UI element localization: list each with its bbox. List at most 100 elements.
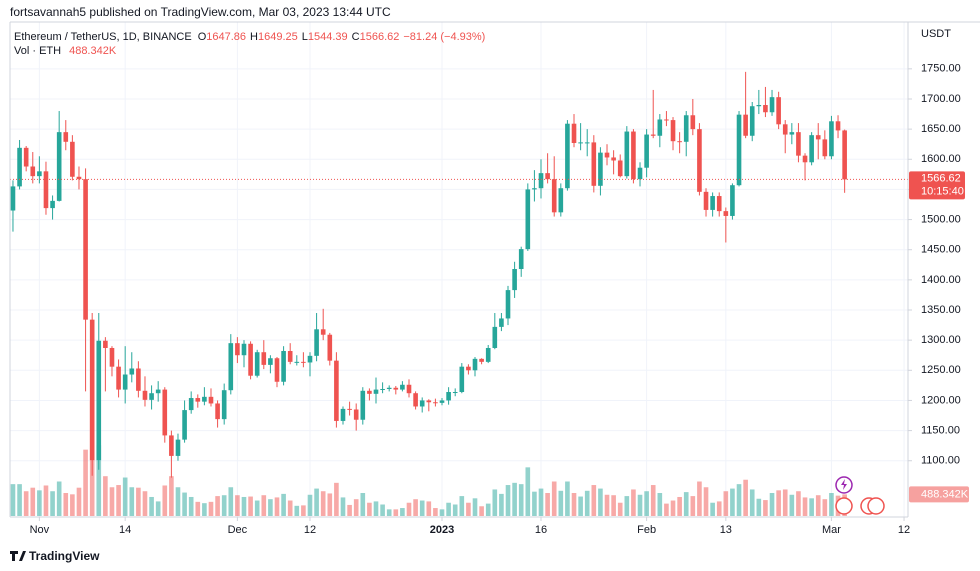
axis-currency: USDT: [921, 28, 951, 40]
volume-bar: [525, 467, 531, 516]
volume-bar: [624, 496, 630, 516]
volume-bar: [307, 494, 313, 516]
volume-bar: [499, 493, 504, 516]
volume-bar: [360, 493, 366, 516]
volume-bar: [670, 500, 676, 516]
last-price-box: [909, 171, 965, 200]
volume-bar: [664, 503, 669, 516]
candle-body: [637, 167, 643, 180]
volume-bar: [129, 487, 135, 516]
volume-bar: [188, 496, 194, 516]
volume-bar: [565, 481, 570, 516]
volume-bar: [822, 499, 828, 516]
candle-body: [10, 186, 16, 211]
y-tick-label: 1750.00: [921, 63, 961, 75]
volume-bar: [796, 491, 801, 516]
legend-close: 1566.62: [360, 31, 400, 43]
candle-body: [584, 142, 590, 144]
y-tick-label: 1100.00: [921, 455, 960, 467]
candle-body: [670, 120, 676, 142]
candle-body: [30, 166, 36, 177]
candle-body: [360, 390, 366, 420]
volume-bar: [294, 505, 300, 516]
candle-body: [710, 196, 715, 210]
volume-bar: [261, 495, 267, 516]
y-tick-label: 1350.00: [921, 304, 961, 316]
candle-body: [782, 124, 788, 135]
volume-bar: [393, 509, 399, 516]
candle-body: [116, 366, 121, 390]
volume-bar: [789, 494, 795, 516]
candle-body: [400, 384, 405, 390]
candle-body: [129, 368, 135, 375]
candle-body: [109, 347, 115, 367]
candle-body: [182, 410, 187, 440]
y-tick-label: 1500.00: [921, 213, 961, 225]
candle-body: [314, 329, 319, 356]
volume-bar: [518, 484, 524, 516]
volume-bar: [479, 506, 484, 516]
countdown-label: 10:15:40: [921, 185, 964, 197]
candle-body: [796, 132, 801, 156]
volume-bar: [43, 485, 49, 516]
candle-body: [578, 142, 583, 144]
volume-bar: [683, 492, 689, 516]
publish-header: fortsavannah5 published on TradingView.c…: [10, 5, 391, 19]
volume-bar: [776, 490, 781, 516]
volume-bar: [149, 496, 154, 516]
candle-body: [644, 134, 649, 168]
candle-body: [334, 360, 339, 421]
candle-body: [122, 374, 128, 390]
candle-body: [809, 135, 814, 163]
volume-bar: [578, 496, 583, 516]
candle-body: [426, 400, 432, 403]
candle-body: [287, 351, 293, 362]
legend-change: −81.24 (−4.93%): [403, 31, 485, 43]
candle-body: [89, 319, 95, 461]
candle-body: [743, 114, 748, 136]
last-price-label: 1566.62: [921, 172, 961, 184]
x-tick-label: Nov: [30, 524, 50, 536]
volume-bar: [657, 493, 663, 516]
candle-body: [254, 352, 260, 376]
candle-body: [558, 188, 564, 213]
volume-bar: [142, 491, 148, 516]
candle-body: [703, 191, 709, 210]
volume-bar: [426, 501, 432, 516]
candle-body: [76, 176, 82, 180]
volume-bar: [327, 493, 333, 516]
volume-bar: [241, 496, 247, 516]
candle-body: [466, 366, 471, 371]
candle-body: [551, 179, 557, 213]
volume-bar: [690, 496, 696, 516]
volume-bar: [631, 489, 636, 516]
volume-bar: [373, 501, 379, 516]
candle-body: [70, 141, 75, 177]
volume-bar: [63, 493, 69, 516]
volume-bar: [274, 497, 280, 516]
legend-ohlc-key: O: [198, 31, 207, 43]
candle-body: [485, 347, 491, 362]
candle-body: [611, 157, 616, 161]
candle-body: [736, 114, 742, 186]
event-icon: [835, 497, 853, 515]
volume-bar: [334, 482, 339, 516]
x-tick-label: 14: [119, 524, 131, 536]
volume-bar: [215, 496, 220, 516]
volume-bar: [419, 500, 425, 516]
volume-last-label: 488.342K: [921, 488, 969, 500]
legend-ohlc-key: L: [302, 31, 308, 43]
volume-bar: [703, 487, 709, 516]
y-tick-label: 1150.00: [921, 424, 960, 436]
volume-bar: [433, 508, 438, 516]
volume-bar: [96, 445, 102, 516]
candle-body: [63, 132, 69, 142]
volume-bar: [347, 504, 352, 516]
candle-body: [96, 340, 102, 461]
volume-label-box: [909, 486, 969, 503]
volume-bar: [235, 495, 240, 516]
volume-bar: [802, 497, 808, 516]
volume-bar: [37, 490, 42, 516]
candle-body: [439, 400, 445, 403]
